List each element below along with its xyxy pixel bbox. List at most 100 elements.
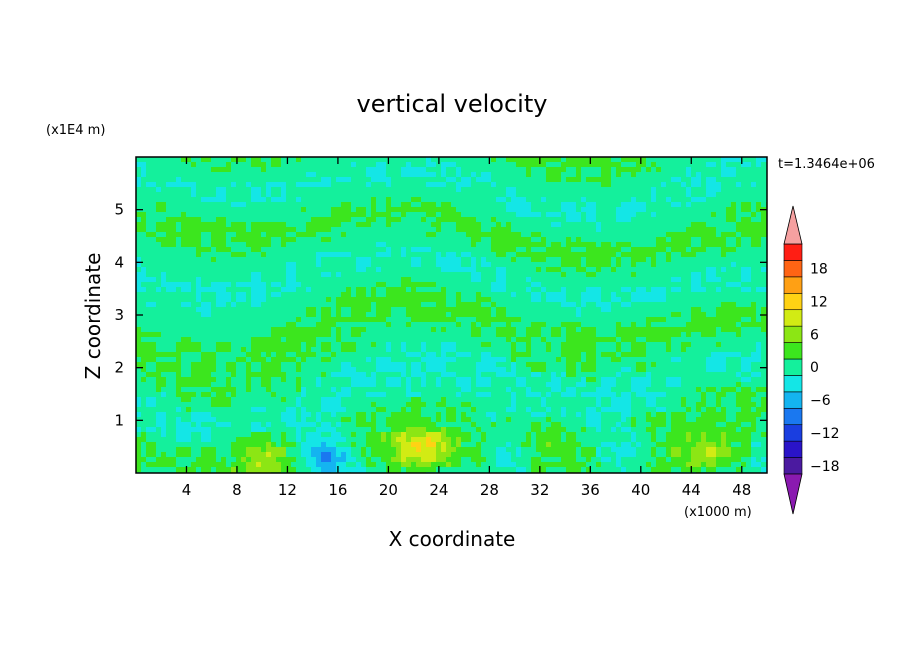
field-cell	[251, 422, 256, 427]
field-cell	[251, 272, 256, 277]
field-cell	[706, 387, 711, 392]
field-cell	[206, 382, 211, 387]
field-cell	[391, 302, 396, 307]
field-cell	[241, 347, 246, 352]
field-cell	[221, 287, 226, 292]
field-cell	[701, 452, 706, 457]
field-cell	[306, 442, 311, 447]
field-cell	[311, 457, 316, 462]
field-cell	[441, 432, 446, 437]
field-cell	[701, 392, 706, 397]
field-cell	[561, 287, 566, 292]
field-cell	[731, 457, 736, 462]
field-cell	[201, 447, 206, 452]
field-cell	[616, 457, 621, 462]
field-cell	[616, 372, 621, 377]
field-cell	[286, 332, 291, 337]
field-cell	[201, 412, 206, 417]
field-cell	[271, 332, 276, 337]
field-cell	[216, 247, 221, 252]
field-cell	[341, 292, 346, 297]
field-cell	[701, 332, 706, 337]
field-cell	[401, 367, 406, 372]
field-cell	[486, 377, 491, 382]
field-cell	[201, 302, 206, 307]
field-cell	[326, 307, 331, 312]
field-cell	[446, 202, 451, 207]
field-cell	[636, 287, 641, 292]
field-cell	[721, 237, 726, 242]
field-cell	[646, 327, 651, 332]
field-cell	[186, 282, 191, 287]
field-cell	[306, 172, 311, 177]
field-cell	[461, 382, 466, 387]
field-cell	[726, 432, 731, 437]
field-cell	[201, 357, 206, 362]
field-cell	[721, 387, 726, 392]
field-cell	[416, 442, 421, 447]
field-cell	[226, 387, 231, 392]
field-cell	[316, 182, 321, 187]
field-cell	[696, 457, 701, 462]
field-cell	[541, 412, 546, 417]
field-cell	[741, 267, 746, 272]
field-cell	[341, 392, 346, 397]
field-cell	[381, 442, 386, 447]
field-cell	[526, 277, 531, 282]
field-cell	[566, 322, 571, 327]
field-cell	[561, 427, 566, 432]
field-cell	[141, 352, 146, 357]
field-cell	[246, 237, 251, 242]
field-cell	[581, 342, 586, 347]
field-cell	[741, 377, 746, 382]
field-cell	[491, 412, 496, 417]
field-cell	[571, 467, 576, 472]
field-cell	[481, 367, 486, 372]
field-cell	[701, 317, 706, 322]
field-cell	[706, 277, 711, 282]
field-cell	[341, 407, 346, 412]
field-cell	[571, 177, 576, 182]
field-cell	[371, 442, 376, 447]
field-cell	[271, 457, 276, 462]
field-cell	[661, 412, 666, 417]
field-cell	[266, 242, 271, 247]
field-cell	[296, 337, 301, 342]
field-cell	[461, 267, 466, 272]
field-cell	[456, 432, 461, 437]
field-cell	[186, 437, 191, 442]
field-cell	[256, 272, 261, 277]
field-cell	[346, 252, 351, 257]
field-cell	[741, 202, 746, 207]
field-cell	[426, 182, 431, 187]
field-cell	[211, 457, 216, 462]
field-cell	[606, 457, 611, 462]
field-cell	[591, 452, 596, 457]
field-cell	[201, 417, 206, 422]
field-cell	[536, 427, 541, 432]
field-cell	[136, 447, 141, 452]
field-cell	[391, 412, 396, 417]
field-cell	[311, 342, 316, 347]
field-cell	[526, 332, 531, 337]
field-cell	[506, 407, 511, 412]
field-cell	[611, 297, 616, 302]
field-cell	[476, 272, 481, 277]
field-cell	[251, 242, 256, 247]
field-cell	[496, 287, 501, 292]
field-cell	[266, 372, 271, 377]
field-cell	[496, 452, 501, 457]
field-cell	[446, 432, 451, 437]
field-cell	[416, 422, 421, 427]
field-cell	[656, 392, 661, 397]
field-cell	[701, 227, 706, 232]
field-cell	[196, 287, 201, 292]
field-cell	[701, 287, 706, 292]
field-cell	[526, 437, 531, 442]
field-cell	[266, 337, 271, 342]
field-cell	[731, 447, 736, 452]
field-cell	[271, 347, 276, 352]
field-cell	[386, 322, 391, 327]
field-cell	[646, 252, 651, 257]
field-cell	[336, 407, 341, 412]
